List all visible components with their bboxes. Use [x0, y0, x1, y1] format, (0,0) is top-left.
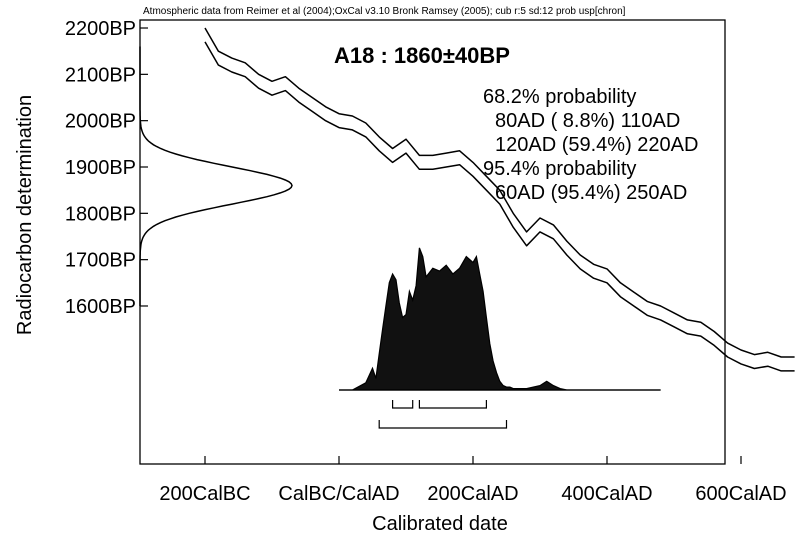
y-axis-label: Radiocarbon determination — [14, 95, 36, 335]
calibrated-distribution-area — [339, 247, 661, 391]
chart-header-source: Atmospheric data from Reimer et al (2004… — [143, 6, 626, 17]
y-tick-label: 1800BP — [65, 203, 136, 225]
range-68-bracket — [418, 400, 487, 409]
probability-annotation-line: 95.4% probability — [483, 158, 636, 180]
y-tick-label: 1700BP — [65, 250, 136, 272]
chart-title: A18 : 1860±40BP — [334, 43, 510, 68]
y-tick-label: 1900BP — [65, 157, 136, 179]
plot-frame — [139, 19, 726, 465]
x-tick-label: 200CalBC — [159, 483, 250, 505]
x-tick-label: 200CalAD — [427, 483, 518, 505]
x-tick-label: 600CalAD — [695, 483, 786, 505]
x-tick-label: 400CalAD — [561, 483, 652, 505]
x-axis-label: Calibrated date — [372, 513, 508, 535]
y-tick-label: 1600BP — [65, 296, 136, 318]
measurement-distribution-curve — [139, 46, 293, 306]
y-tick-label: 2200BP — [65, 18, 136, 40]
range-95-bracket — [378, 420, 508, 429]
range-68-bracket — [392, 400, 414, 409]
y-tick-label: 2100BP — [65, 64, 136, 86]
calibration-curve-lower — [204, 41, 795, 372]
x-tick-label: CalBC/CalAD — [278, 483, 399, 505]
probability-annotation-line: 60AD (95.4%) 250AD — [495, 182, 687, 204]
calibration-curve-upper — [204, 27, 795, 358]
probability-annotation-line: 80AD ( 8.8%) 110AD — [495, 110, 680, 132]
probability-annotation-line: 120AD (59.4%) 220AD — [495, 134, 698, 156]
probability-annotation-line: 68.2% probability — [483, 86, 636, 108]
y-tick-label: 2000BP — [65, 111, 136, 133]
